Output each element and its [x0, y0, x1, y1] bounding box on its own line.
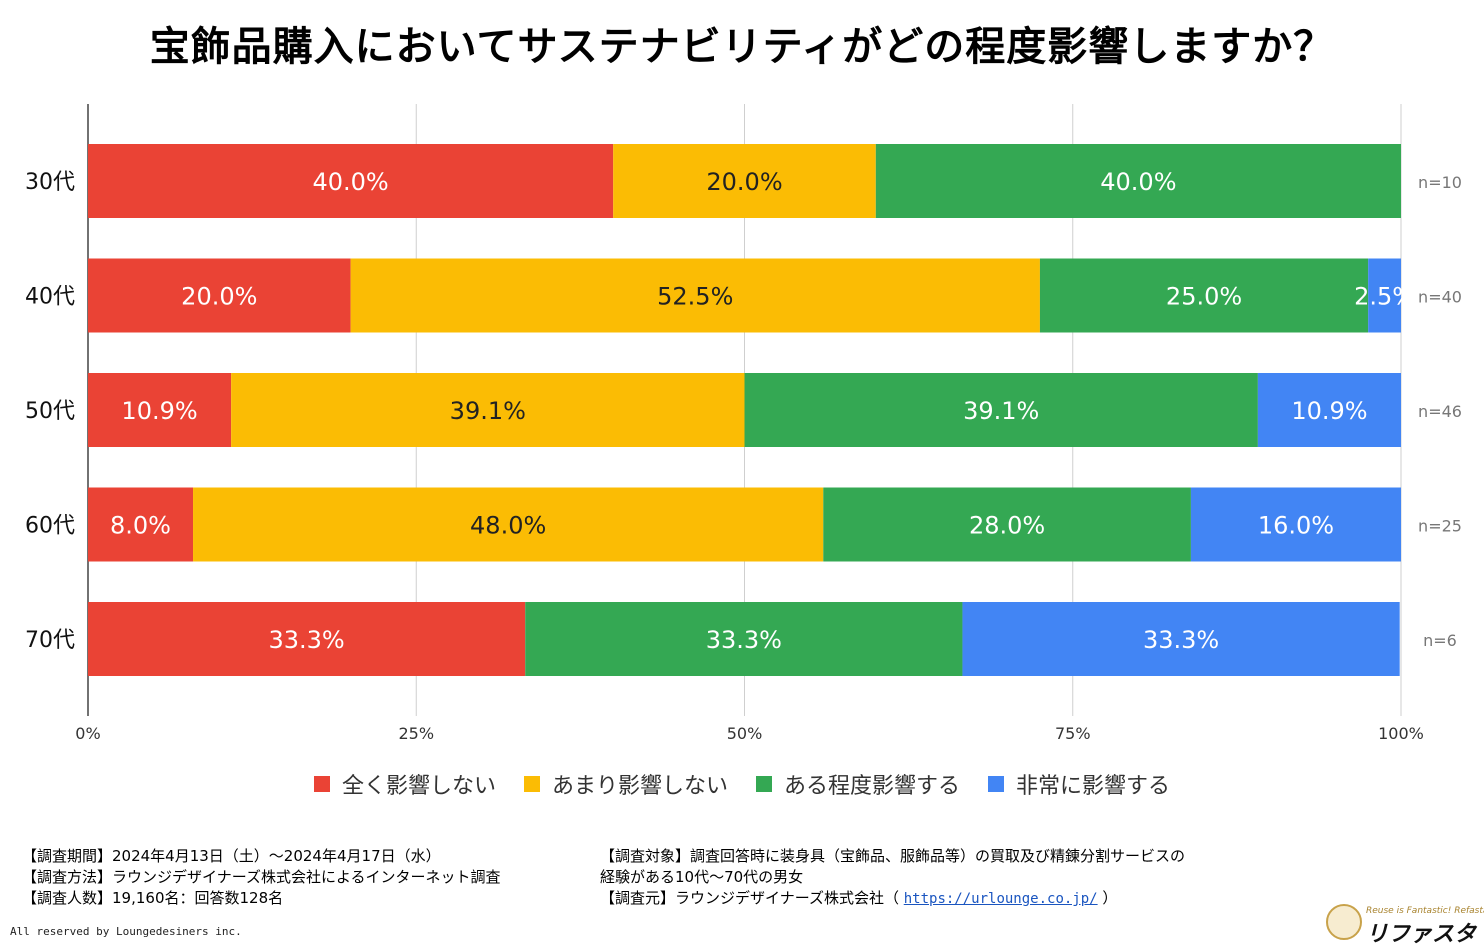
category-label: 40代 [25, 285, 75, 310]
data-label: 25.0% [1166, 283, 1242, 311]
bar-segment [231, 373, 745, 447]
legend-label: ある程度影響する [784, 774, 961, 799]
data-label: 40.0% [1100, 168, 1176, 196]
x-tick-label: 0% [75, 724, 100, 743]
brand-logo: Reuse is Fantastic! Refasta リファスタ [1326, 902, 1484, 947]
bar-segment [1190, 487, 1401, 562]
brand-emblem-icon [1326, 904, 1362, 940]
data-label: 10.9% [1291, 397, 1367, 425]
legend-swatch-icon [756, 776, 772, 792]
bar-segment [1257, 373, 1401, 447]
survey-target: 【調査対象】調査回答時に装身具（宝飾品、服飾品等）の買取及び精錬分割サービスの [600, 847, 1186, 865]
category-label: 60代 [25, 514, 75, 539]
survey-target-cont: 経験がある10代～70代の男女 [600, 868, 804, 886]
bar-segment [744, 373, 1258, 447]
bar-segment [193, 487, 824, 562]
chart-title: 宝飾品購入においてサステナビリティがどの程度影響しますか？ [149, 24, 1335, 70]
x-tick-label: 50% [727, 724, 763, 743]
bar-segment [88, 602, 526, 676]
data-label: 20.0% [181, 283, 257, 311]
bar-segment [613, 144, 876, 218]
survey-notes-right: 【調査対象】調査回答時に装身具（宝飾品、服飾品等）の買取及び精錬分割サービスの … [600, 846, 1185, 910]
category-label: 30代 [25, 170, 75, 195]
survey-period: 【調査期間】2024年4月13日（土）～2024年4月17日（水） [22, 847, 441, 865]
legend-item-not-much: あまり影響しない [523, 768, 728, 800]
sample-size-label: n=40 [1418, 288, 1462, 307]
legend-swatch-icon [523, 776, 540, 792]
legend-item-somewhat: ある程度影響する [756, 768, 960, 800]
data-label: 10.9% [121, 397, 197, 425]
bar-segment [823, 487, 1191, 562]
data-label: 28.0% [969, 512, 1045, 540]
sample-size-label: n=25 [1418, 517, 1462, 536]
legend-label: あまり影響しない [551, 774, 728, 799]
survey-respondents: 【調査人数】19,160名：回答数128名 [22, 889, 284, 907]
bar-segment [88, 258, 351, 333]
bar-segment [1368, 258, 1401, 333]
data-label: 20.0% [706, 168, 782, 196]
x-tick-label: 25% [398, 724, 434, 743]
stacked-bar-chart: 0% 25% 50% 75% 100% 30代 40.0% 20.0% 40.0% n=10 40代… [25, 104, 1462, 743]
bar-segment [1039, 258, 1369, 333]
legend-swatch-icon [313, 776, 330, 792]
survey-source: 【調査元】ラウンジデザイナーズ株式会社（ https://urlounge.co… [600, 888, 1185, 910]
copyright-text: All reserved by Loungedesiners inc. [10, 925, 242, 938]
data-label: 52.5% [657, 283, 733, 311]
data-label: 33.3% [268, 626, 344, 654]
data-label: 16.0% [1258, 512, 1334, 540]
brand-name: リファスタ [1366, 922, 1477, 947]
survey-source-prefix: 【調査元】ラウンジデザイナーズ株式会社（ [600, 889, 899, 907]
survey-method: 【調査方法】ラウンジデザイナーズ株式会社によるインターネット調査 [22, 868, 501, 886]
bar-segment [88, 373, 232, 447]
sample-size-label: n=46 [1418, 402, 1462, 421]
legend-item-not-at-all: 全く影響しない [313, 768, 496, 800]
data-label: 33.3% [706, 626, 782, 654]
data-label: 40.0% [312, 168, 388, 196]
bar-segment [875, 144, 1401, 218]
sample-size-label: n=6 [1423, 631, 1457, 650]
legend-label: 非常に影響する [1016, 774, 1171, 799]
data-label: 33.3% [1143, 626, 1219, 654]
bar-segment [350, 258, 1040, 333]
data-label: 2.5% [1354, 283, 1415, 311]
data-label: 48.0% [470, 512, 546, 540]
data-label: 39.1% [450, 397, 526, 425]
sample-size-label: n=10 [1418, 173, 1462, 192]
bar-segment [88, 144, 614, 218]
brand-tagline: Reuse is Fantastic! Refasta [1366, 906, 1484, 916]
data-label: 39.1% [963, 397, 1039, 425]
bar-segment [88, 487, 194, 562]
category-label: 70代 [25, 628, 75, 653]
legend-item-very-much: 非常に影響する [988, 768, 1170, 800]
x-tick-label: 100% [1378, 724, 1424, 743]
source-link[interactable]: https://urlounge.co.jp/ [903, 891, 1098, 907]
bar-segment [525, 602, 963, 676]
x-tick-label: 75% [1055, 724, 1091, 743]
chart-legend: 全く影響しない あまり影響しない ある程度影響する 非常に影響する [0, 768, 1484, 800]
legend-label: 全く影響しない [341, 774, 496, 799]
data-label: 8.0% [110, 512, 171, 540]
survey-source-suffix: ） [1102, 889, 1118, 907]
category-label: 50代 [25, 399, 75, 424]
bar-segment [962, 602, 1400, 676]
survey-notes-left: 【調査期間】2024年4月13日（土）～2024年4月17日（水） 【調査方法】… [22, 846, 501, 909]
legend-swatch-icon [988, 776, 1005, 792]
